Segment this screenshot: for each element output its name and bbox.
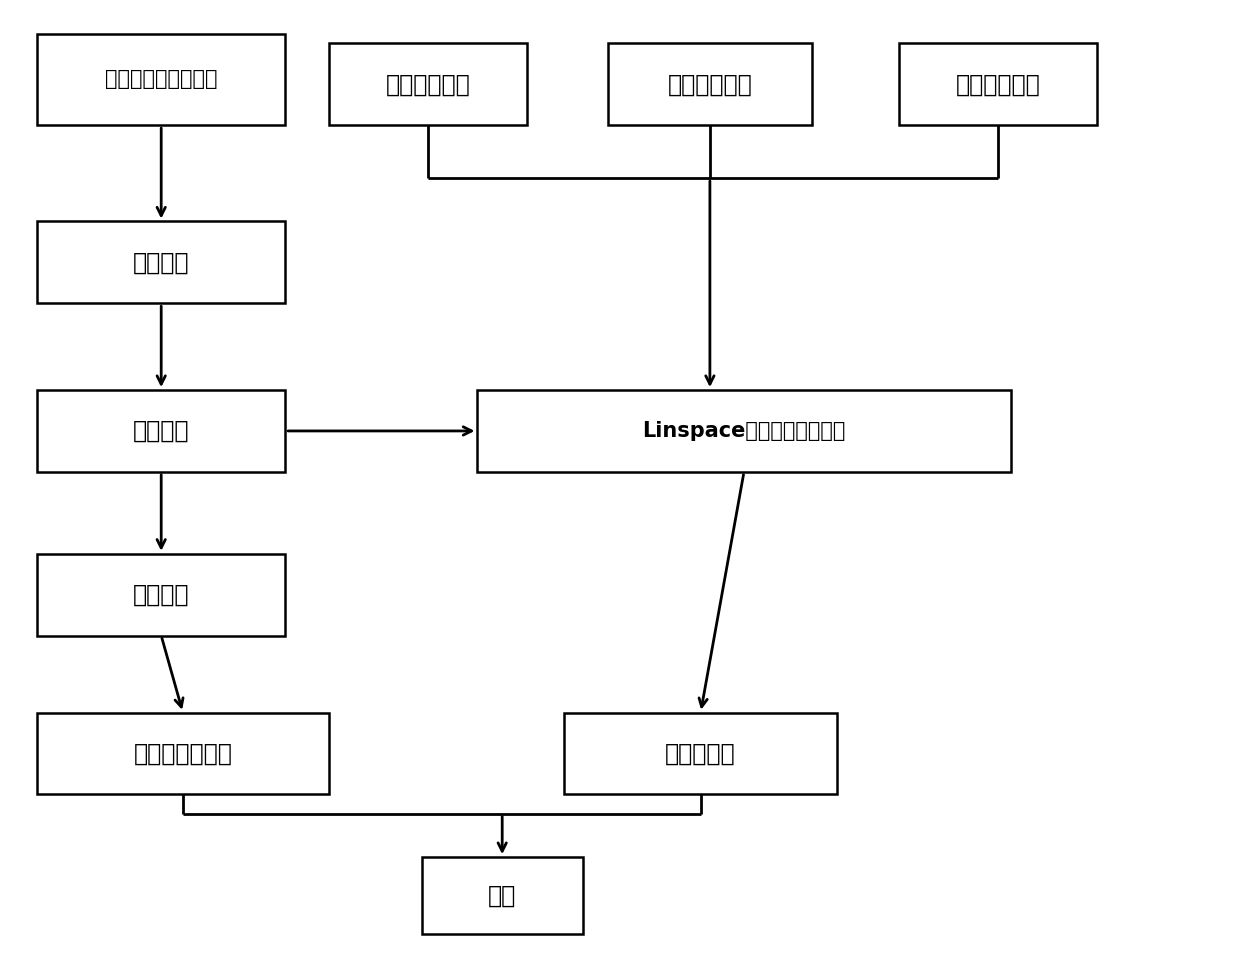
Text: 输出: 输出 [489, 884, 516, 907]
Bar [37, 390, 285, 472]
Bar [477, 390, 1011, 472]
Bar [564, 713, 837, 794]
Bar [37, 713, 329, 794]
Text: 输入起始时间: 输入起始时间 [386, 72, 470, 96]
Text: 时间轴向量: 时间轴向量 [666, 742, 735, 766]
Bar [37, 34, 285, 125]
Bar [329, 43, 527, 125]
Text: 输入计算点数: 输入计算点数 [956, 72, 1040, 96]
Bar [608, 43, 812, 125]
Text: 循环计算: 循环计算 [133, 583, 190, 607]
Bar [422, 857, 583, 934]
Text: Linspace命令生成离散向量: Linspace命令生成离散向量 [642, 421, 846, 441]
Text: 输入字符串格式函数: 输入字符串格式函数 [105, 69, 217, 90]
Bar [899, 43, 1097, 125]
Bar [37, 221, 285, 303]
Text: 时域下结果向量: 时域下结果向量 [134, 742, 232, 766]
Text: 向量计算: 向量计算 [133, 419, 190, 443]
Text: 输入截止时间: 输入截止时间 [667, 72, 753, 96]
Text: 符号替换: 符号替换 [133, 250, 190, 274]
Bar [37, 554, 285, 636]
